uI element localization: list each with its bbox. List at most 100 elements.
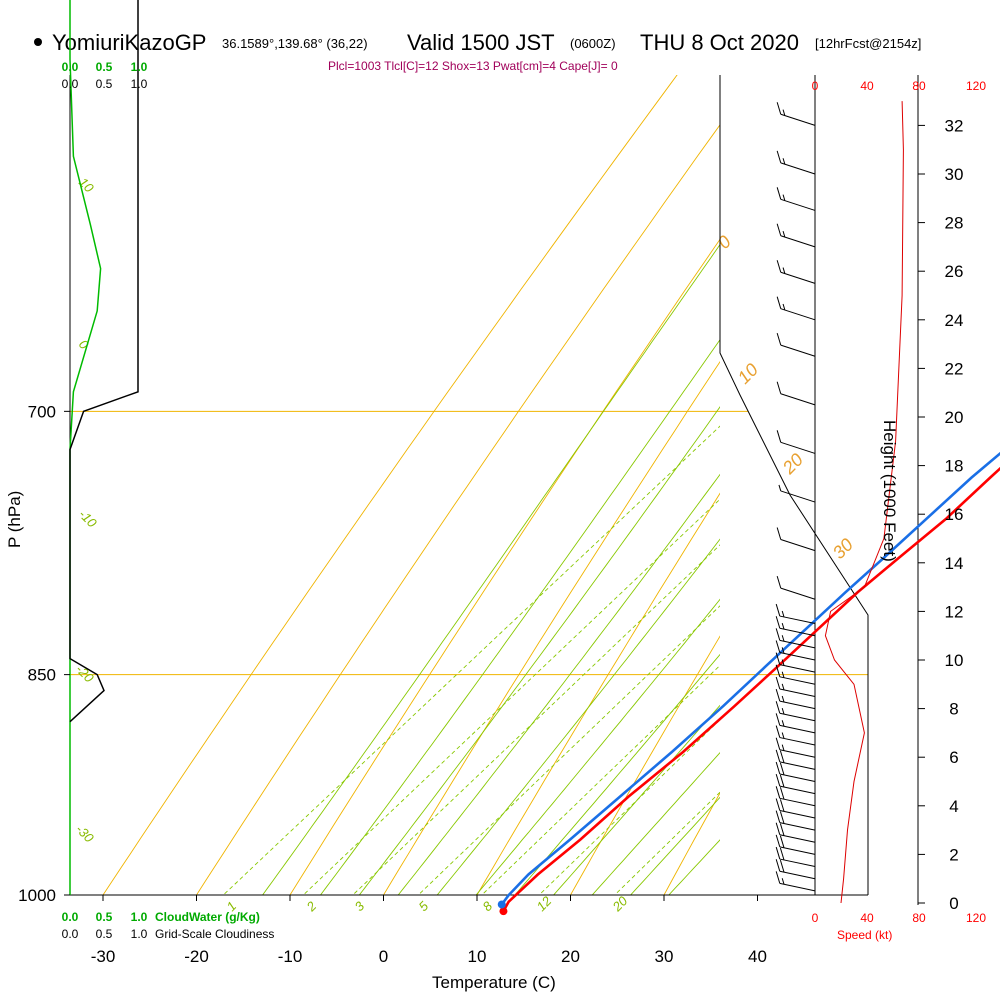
x-tick-label: -30 xyxy=(91,947,116,966)
mixing-ratio-12 xyxy=(538,719,720,895)
wind-barb xyxy=(775,749,816,770)
mixing-ratio-8 xyxy=(481,664,720,895)
valid-time: Valid 1500 JST xyxy=(407,30,555,55)
wind-speed-line xyxy=(824,101,904,904)
height-tick-label: 6 xyxy=(949,748,958,767)
speed-tick-label-bottom: 80 xyxy=(912,911,926,925)
dry-adiabat xyxy=(569,635,720,895)
wind-barb xyxy=(775,688,816,710)
cloudiness-tick-top: 0.5 xyxy=(96,77,113,91)
wind-barb xyxy=(775,676,816,697)
height-tick-label: 26 xyxy=(945,262,964,281)
wind-barbs xyxy=(775,102,816,892)
height-tick-label: 32 xyxy=(945,116,964,135)
mixing-ratio-lines xyxy=(222,425,720,895)
wind-barb xyxy=(775,713,816,734)
cloud-water-tick-bottom: 0.5 xyxy=(96,910,113,924)
wind-barb xyxy=(775,859,816,880)
dry-adiabat xyxy=(195,124,720,895)
height-tick-label: 10 xyxy=(945,651,964,670)
x-tick-label: 0 xyxy=(379,947,388,966)
height-tick-label: 30 xyxy=(945,165,964,184)
moist-adiabat xyxy=(397,473,720,895)
wind-barb xyxy=(775,628,816,649)
wind-barb xyxy=(776,187,816,211)
wind-barb xyxy=(775,871,816,892)
moist-adiabat xyxy=(591,751,720,895)
theta-e-label: 20 xyxy=(778,450,807,479)
moist-adiabat xyxy=(358,406,720,895)
wind-barb xyxy=(776,332,816,357)
dry-adiabat-label: -20 xyxy=(73,662,97,686)
moist-adiabat xyxy=(668,839,720,895)
p-tick-label: 700 xyxy=(28,402,56,421)
plot-boundary xyxy=(719,75,869,895)
mixing-ratio-label: 20 xyxy=(609,893,631,915)
dry-adiabat xyxy=(382,360,720,895)
station-marker-icon xyxy=(34,38,42,46)
surface-temperature-dot xyxy=(499,907,508,916)
p-tick-label: 1000 xyxy=(18,886,56,905)
moist-adiabats xyxy=(262,243,720,895)
forecast-label: [12hrFcst@2154z] xyxy=(815,36,921,51)
wind-barb xyxy=(776,223,816,248)
moist-adiabat xyxy=(262,243,720,895)
wind-barb xyxy=(775,798,816,819)
cloud-axis-ticks: 0.0 0.0 0.0 0.0 0.5 0.5 0.5 0.5 1.0 1.0 1.0 1.0 xyxy=(62,60,148,941)
dry-adiabat xyxy=(102,75,678,895)
theta-e-label: 30 xyxy=(829,535,857,563)
wind-barb xyxy=(775,603,816,625)
height-tick-label: 0 xyxy=(949,894,958,913)
x-tick-label: 10 xyxy=(468,947,487,966)
cloudiness-tick-bottom: 1.0 xyxy=(131,927,148,941)
cloud-water-tick-top: 0.0 xyxy=(62,60,79,74)
x-tick-label: -20 xyxy=(184,947,209,966)
y-axis-label: P (hPa) xyxy=(5,491,24,548)
x-axis-label: Temperature (C) xyxy=(432,973,556,992)
moist-adiabat xyxy=(552,704,720,895)
dry-adiabats xyxy=(102,0,1000,961)
speed-tick-label-top: 120 xyxy=(966,79,986,93)
wind-barb xyxy=(775,701,816,722)
height-tick-label: 22 xyxy=(945,359,964,378)
mixing-ratio-label: 3 xyxy=(352,898,368,914)
cloud-water-label: CloudWater (g/Kg) xyxy=(155,910,260,924)
mixing-ratio-1 xyxy=(222,425,720,895)
valid-date: THU 8 Oct 2020 xyxy=(640,30,799,55)
x-tick-label: -10 xyxy=(278,947,303,966)
height-tick-label: 18 xyxy=(945,457,964,476)
wind-barb xyxy=(775,834,816,855)
moist-adiabat xyxy=(514,653,720,895)
mixing-ratio-label: 8 xyxy=(480,898,496,914)
mixing-ratio-5 xyxy=(417,605,720,895)
cloudiness-tick-top: 1.0 xyxy=(131,77,148,91)
wind-barb xyxy=(776,296,816,321)
wind-barb xyxy=(776,430,816,454)
height-tick-label: 16 xyxy=(945,505,964,524)
height-tick-label: 2 xyxy=(949,845,958,864)
wind-barb xyxy=(775,774,816,795)
moist-adiabat xyxy=(436,538,720,895)
wind-barb xyxy=(776,260,816,284)
x-axis-ticks: -30 -20 -10 0 10 20 30 40 xyxy=(91,895,767,966)
cloudiness-tick-bottom: 0.0 xyxy=(62,927,79,941)
cloud-water-tick-top: 0.5 xyxy=(96,60,113,74)
mixing-ratio-20 xyxy=(614,791,720,895)
cloud-water-tick-top: 1.0 xyxy=(131,60,148,74)
cloudiness-label: Grid-Scale Cloudiness xyxy=(155,927,274,941)
cloud-water-line xyxy=(69,0,102,895)
wind-barb xyxy=(775,761,816,782)
wind-barb xyxy=(775,616,816,637)
height-tick-label: 8 xyxy=(949,700,958,719)
dewpoint-line xyxy=(500,451,1000,906)
wind-barb xyxy=(778,484,816,503)
dry-adiabat xyxy=(818,0,1000,961)
sounding-indices: Plcl=1003 Tlcl[C]=12 Shox=13 Pwat[cm]=4 … xyxy=(328,59,618,73)
height-tick-label: 14 xyxy=(945,554,964,573)
cloud-water-tick-bottom: 1.0 xyxy=(131,910,148,924)
dry-adiabat xyxy=(723,0,1000,961)
x-tick-label: 40 xyxy=(748,947,767,966)
